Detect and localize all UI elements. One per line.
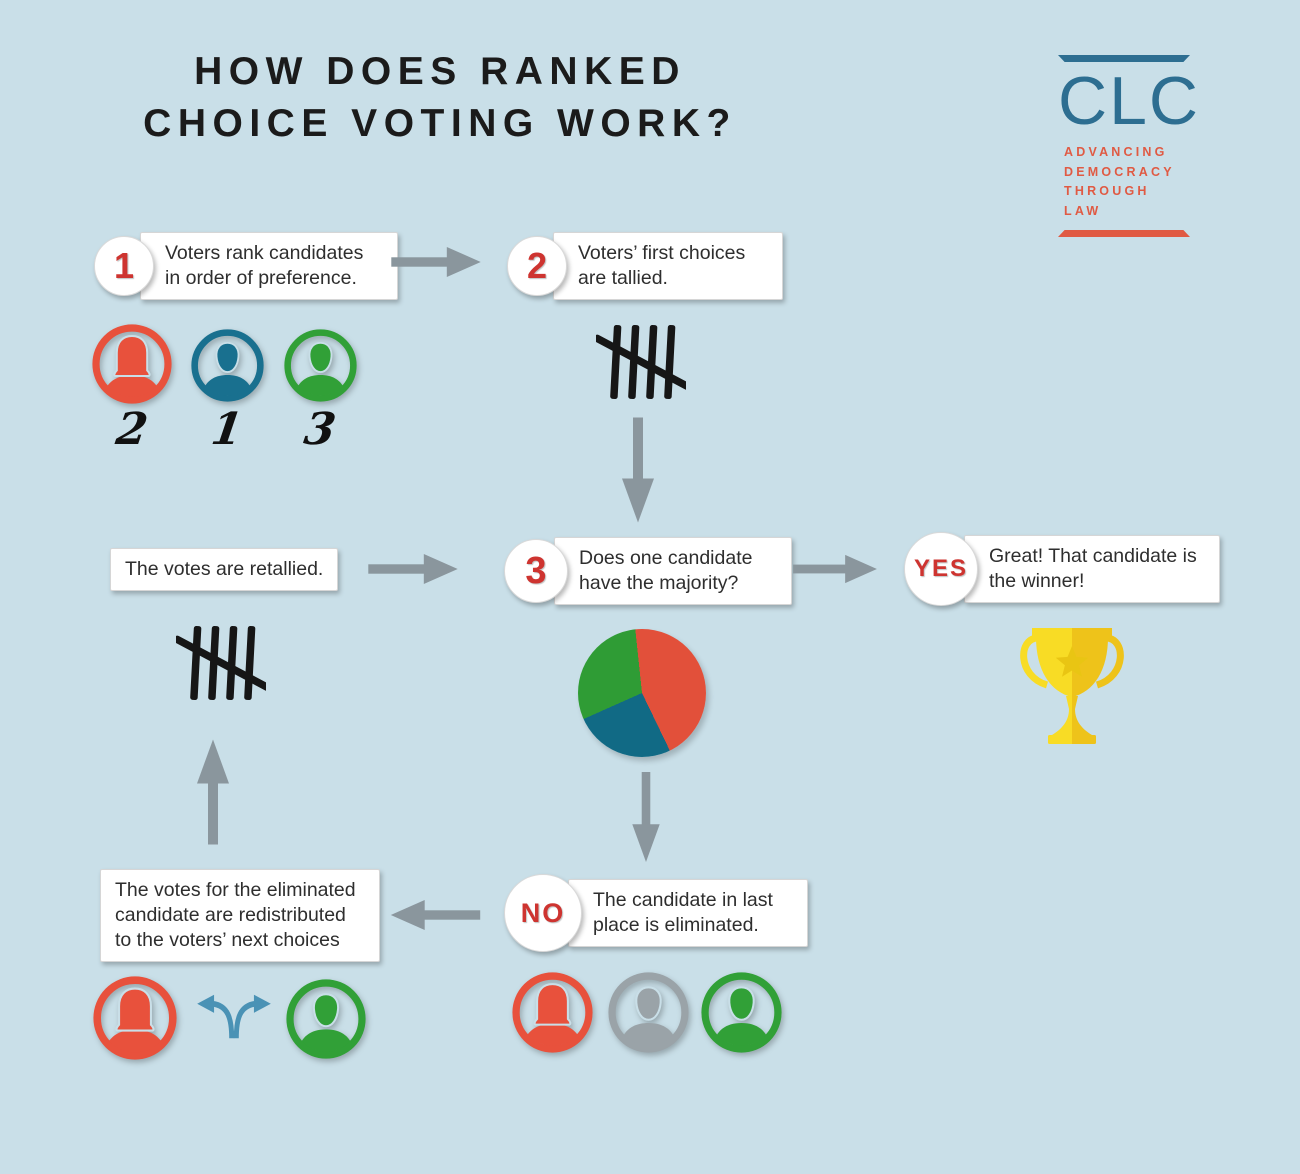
arrow-step3-to-yes	[792, 554, 878, 584]
retally-node: The votes are retallied.	[110, 548, 339, 591]
step-2-number-badge: 2	[507, 236, 567, 296]
rank-number-red: 2	[113, 404, 151, 455]
candidate-blue-avatar	[191, 329, 264, 402]
majority-pie-chart	[578, 629, 706, 757]
step-1-node: 1 Voters rank candidates in order of pre…	[94, 232, 398, 300]
arrow-pie-to-no	[629, 772, 663, 862]
no-badge: NO	[504, 874, 582, 952]
eliminate-row-red-avatar	[512, 972, 593, 1053]
rank-number-green: 3	[301, 404, 339, 455]
redistribute-red-avatar	[93, 976, 177, 1060]
clc-logo: CLC ADVANCING DEMOCRACY THROUGH LAW	[1058, 55, 1201, 237]
redistribute-text: The votes for the eliminated candidate a…	[100, 869, 380, 962]
logo-bottom-bar	[1058, 230, 1190, 237]
arrow-step2-to-step3	[621, 417, 655, 523]
logo-tagline: ADVANCING DEMOCRACY THROUGH LAW	[1064, 143, 1190, 221]
split-arrows-icon	[197, 994, 271, 1039]
arrow-no-to-redistribute	[388, 899, 483, 931]
eliminate-row-green-avatar	[701, 972, 782, 1053]
redistribute-green-avatar	[286, 979, 366, 1059]
retally-text: The votes are retallied.	[110, 548, 339, 591]
yes-badge: YES	[904, 532, 978, 606]
retally-marks-icon	[176, 621, 266, 706]
step-3-node: 3 Does one candidate have the majority?	[504, 537, 792, 605]
yes-node: YES Great! That candidate is the winner!	[904, 532, 1220, 606]
page-title-line1: HOW DOES RANKED	[194, 50, 686, 93]
step-3-number-badge: 3	[504, 539, 568, 603]
logo-tagline-line2: DEMOCRACY	[1064, 164, 1175, 179]
arrow-redistribute-to-retally	[196, 727, 230, 857]
no-text: The candidate in last place is eliminate…	[568, 879, 808, 947]
step-2-text: Voters’ first choices are tallied.	[553, 232, 783, 300]
logo-tagline-line3: THROUGH LAW	[1064, 184, 1150, 218]
logo-top-bar	[1058, 55, 1190, 62]
page-title: HOW DOES RANKED CHOICE VOTING WORK?	[95, 46, 785, 150]
candidate-green-avatar	[284, 329, 357, 402]
rank-number-blue: 1	[208, 404, 246, 455]
trophy-icon	[1020, 628, 1124, 744]
logo-acronym: CLC	[1058, 63, 1201, 139]
candidate-red-avatar	[92, 324, 172, 404]
arrow-retally-to-step3	[358, 553, 468, 585]
arrow-step1-to-step2	[390, 246, 482, 278]
no-node: NO The candidate in last place is elimin…	[504, 874, 808, 952]
step-3-text: Does one candidate have the majority?	[554, 537, 792, 605]
step-1-text: Voters rank candidates in order of prefe…	[140, 232, 398, 300]
step-1-number-badge: 1	[94, 236, 154, 296]
logo-tagline-line1: ADVANCING	[1064, 145, 1168, 159]
eliminated-gray-avatar	[608, 972, 689, 1053]
tally-marks-icon	[596, 320, 686, 405]
page-title-line2: CHOICE VOTING WORK?	[143, 102, 737, 145]
step-2-node: 2 Voters’ first choices are tallied.	[507, 232, 783, 300]
yes-text: Great! That candidate is the winner!	[964, 535, 1220, 603]
redistribute-node: The votes for the eliminated candidate a…	[100, 869, 380, 962]
